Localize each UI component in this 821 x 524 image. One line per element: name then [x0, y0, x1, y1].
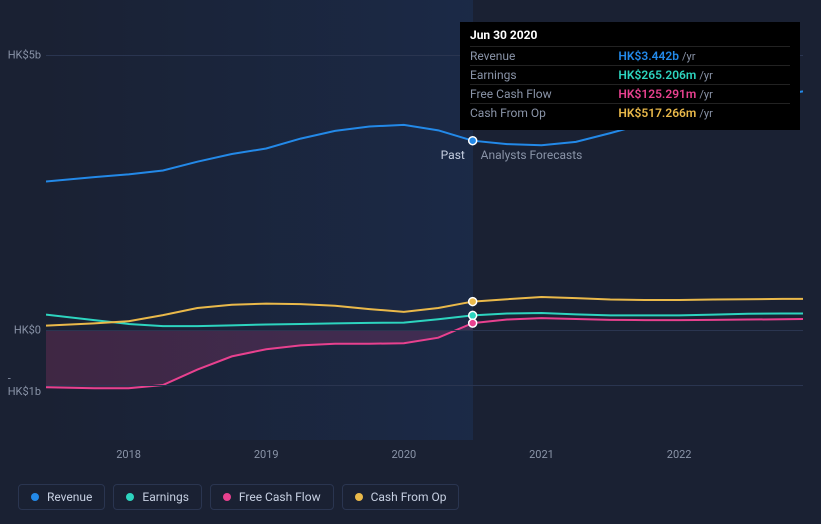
gridline [46, 385, 803, 386]
marker-cfo [469, 298, 477, 306]
legend-item-cfo[interactable]: Cash From Op [342, 484, 460, 510]
marker-fcf [469, 319, 477, 327]
legend: Revenue Earnings Free Cash Flow Cash From O… [18, 484, 459, 510]
tooltip-value: HK$3.442b/yr [618, 47, 790, 66]
tooltip-date: Jun 30 2020 [470, 28, 790, 46]
tooltip-value: HK$517.266m/yr [618, 104, 790, 123]
x-axis-label: 2019 [254, 448, 279, 461]
tooltip-metric: Revenue [470, 47, 618, 66]
legend-dot-icon [31, 493, 39, 501]
tooltip-metric: Cash From Op [470, 104, 618, 123]
legend-item-fcf[interactable]: Free Cash Flow [210, 484, 334, 510]
legend-label: Free Cash Flow [239, 490, 321, 504]
hover-tooltip: Jun 30 2020 RevenueHK$3.442b/yrEarningsH… [460, 22, 800, 130]
legend-dot-icon [355, 493, 363, 501]
y-axis-label: HK$5b [8, 49, 41, 62]
legend-item-earnings[interactable]: Earnings [113, 484, 202, 510]
marker-earnings [469, 311, 477, 319]
tooltip-metric: Free Cash Flow [470, 85, 618, 104]
fill-fcf [46, 323, 473, 388]
x-axis-label: 2022 [667, 448, 692, 461]
legend-dot-icon [223, 493, 231, 501]
x-axis-label: 2018 [116, 448, 141, 461]
legend-label: Cash From Op [371, 490, 447, 504]
tooltip-row: EarningsHK$265.206m/yr [470, 66, 790, 85]
x-axis-label: 2021 [529, 448, 554, 461]
tooltip-table: RevenueHK$3.442b/yrEarningsHK$265.206m/y… [470, 46, 790, 122]
tooltip-value: HK$125.291m/yr [618, 85, 790, 104]
legend-dot-icon [126, 493, 134, 501]
legend-label: Revenue [47, 490, 92, 504]
tooltip-metric: Earnings [470, 66, 618, 85]
tooltip-row: Cash From OpHK$517.266m/yr [470, 104, 790, 123]
marker-revenue [469, 137, 477, 145]
tooltip-row: Free Cash FlowHK$125.291m/yr [470, 85, 790, 104]
legend-item-revenue[interactable]: Revenue [18, 484, 105, 510]
gridline [46, 330, 803, 331]
tooltip-value: HK$265.206m/yr [618, 66, 790, 85]
y-axis-label: -HK$1b [8, 372, 41, 398]
x-axis-label: 2020 [391, 448, 416, 461]
tooltip-row: RevenueHK$3.442b/yr [470, 47, 790, 66]
y-axis-label: HK$0 [14, 324, 41, 337]
legend-label: Earnings [142, 490, 189, 504]
